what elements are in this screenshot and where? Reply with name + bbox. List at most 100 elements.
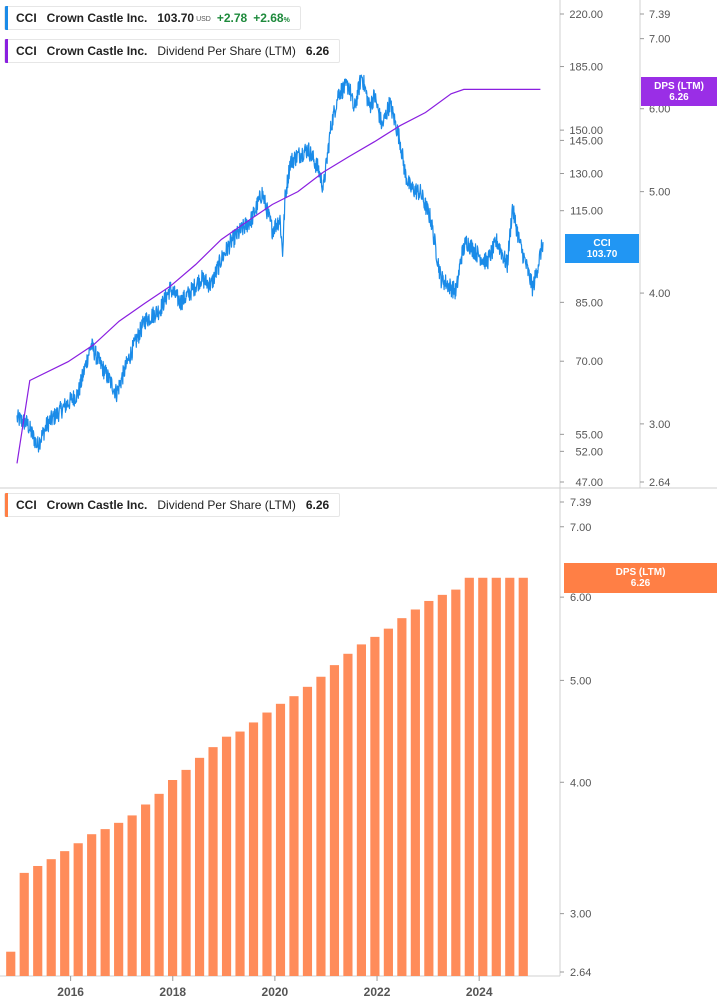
price-line: [16, 74, 544, 453]
dps-bar-25: [343, 653, 353, 976]
price-legend-company: Crown Castle Inc.: [46, 11, 148, 25]
dps-bar-0: [6, 951, 16, 976]
dps-bar-legend[interactable]: CCI Crown Castle Inc. Dividend Per Share…: [4, 493, 341, 517]
bar-axis-label-6: 2.64: [570, 967, 591, 979]
dps-bar-10: [141, 804, 151, 976]
dps-line-series: [16, 88, 541, 464]
dps-bar-19: [262, 712, 272, 976]
price-legend[interactable]: CCI Crown Castle Inc. 103.70 USD +2.78 +…: [4, 6, 301, 30]
time-axis-label-2: 2020: [262, 985, 289, 999]
price-axis-label-1: 185.00: [569, 62, 603, 74]
bar-axis-label-2: 6.00: [570, 592, 591, 604]
price-legend-change-pct: +2.68%: [253, 11, 290, 25]
dps-line-legend-swatch: [5, 39, 8, 63]
price-axis-label-9: 52.00: [575, 446, 603, 458]
dps-bottom-tag-value: 6.26: [630, 578, 651, 589]
dps-axis-label-4: 4.00: [649, 288, 670, 300]
dps-bar-30: [410, 609, 420, 976]
dps-bar-33: [451, 589, 461, 976]
dps-bar-31: [424, 600, 434, 976]
dps-bar-legend-ticker: CCI: [16, 498, 37, 512]
price-series: [16, 74, 544, 453]
dps-bar-11: [154, 793, 164, 976]
dps-axis-label-3: 5.00: [649, 187, 670, 199]
dps-axis-label-6: 2.64: [649, 477, 670, 489]
time-axis-label-1: 2018: [159, 985, 186, 999]
dps-bar-4: [60, 851, 70, 976]
dps-bar-18: [248, 722, 259, 976]
dps-bar-9: [127, 815, 137, 976]
dps-bar-5: [73, 843, 83, 976]
dps-bar-legend-company: Crown Castle Inc.: [46, 498, 148, 512]
dps-bar-23: [316, 676, 326, 976]
dps-line-legend[interactable]: CCI Crown Castle Inc. Dividend Per Share…: [4, 39, 341, 63]
bar-axis-label-0: 7.39: [570, 497, 591, 509]
price-axis-label-3: 145.00: [569, 135, 603, 147]
bar-axis-label-5: 3.00: [570, 909, 591, 921]
time-axis-label-3: 2022: [364, 985, 391, 999]
dps-bar-16: [221, 736, 232, 976]
bar-axis-label-1: 7.00: [570, 522, 591, 534]
dps-axis-label-1: 7.00: [649, 34, 670, 46]
dps-line-last-value-tag: DPS (LTM) 6.26: [641, 77, 717, 106]
dps-line: [16, 88, 541, 464]
bar-axis-label-4: 4.00: [570, 777, 591, 789]
price-legend-change: +2.78: [216, 11, 248, 25]
dps-bar-34: [464, 577, 474, 976]
price-axis-label-10: 47.00: [575, 477, 603, 489]
dps-bar-35: [478, 577, 488, 976]
dps-line-legend-value: 6.26: [305, 44, 330, 58]
price-axis-label-0: 220.00: [569, 9, 603, 21]
dps-bar-28: [383, 628, 393, 976]
bar-axis-label-3: 5.00: [570, 675, 591, 687]
dps-bottom-tag-label: DPS (LTM): [615, 567, 666, 578]
price-axis-label-8: 55.00: [575, 429, 603, 441]
dps-bar-legend-swatch: [5, 493, 8, 517]
time-axis-label-0: 2016: [57, 985, 84, 999]
dps-bar-26: [356, 644, 366, 976]
dps-bar-legend-metric: Dividend Per Share (LTM): [157, 498, 296, 512]
dps-bar-32: [437, 594, 447, 976]
price-legend-price: 103.70: [157, 11, 195, 25]
dps-bar-37: [505, 577, 515, 976]
time-axis-label-4: 2024: [466, 985, 493, 999]
dps-bar-8: [114, 822, 124, 976]
dps-line-legend-metric: Dividend Per Share (LTM): [157, 44, 296, 58]
dps-axis-label-2: 6.00: [649, 104, 670, 116]
dps-bar-38: [518, 577, 528, 976]
price-axis-label-5: 115.00: [570, 206, 603, 218]
price-axis-label-4: 130.00: [569, 169, 603, 181]
price-legend-ticker: CCI: [16, 11, 37, 25]
dps-bar-29: [397, 618, 407, 976]
dps-bar-36: [491, 577, 501, 976]
dps-bar-3: [46, 859, 56, 976]
dps-line-legend-company: Crown Castle Inc.: [46, 44, 148, 58]
price-tag-value: 103.70: [586, 248, 618, 260]
dps-bar-22: [302, 686, 313, 976]
dps-bar-2: [33, 865, 43, 976]
dps-bar-20: [275, 703, 286, 976]
dps-axis-label-5: 3.00: [649, 419, 670, 431]
dps-bar-27: [370, 636, 380, 976]
dps-bar-24: [329, 665, 340, 976]
price-legend-swatch: [5, 6, 8, 30]
price-axis-label-2: 150.00: [569, 125, 603, 137]
dps-top-tag-label: DPS (LTM): [654, 80, 704, 92]
dps-top-tag-value: 6.26: [669, 91, 689, 103]
price-legend-currency: USD: [196, 16, 211, 23]
dps-bar-last-value-tag: DPS (LTM) 6.26: [564, 563, 717, 593]
price-axis-label-7: 70.00: [575, 356, 603, 368]
dps-axis-label-0: 7.39: [649, 9, 670, 21]
dps-bar-13: [181, 769, 191, 976]
price-last-value-tag: CCI 103.70: [565, 234, 639, 263]
price-tag-label: CCI: [593, 237, 611, 249]
dps-bar-legend-value: 6.26: [305, 498, 330, 512]
dps-bar-14: [194, 757, 205, 976]
dps-bar-15: [208, 747, 218, 976]
dps-bar-21: [289, 696, 299, 976]
dps-bar-6: [87, 834, 97, 976]
dps-bar-17: [235, 731, 245, 976]
dps-bar-12: [168, 779, 178, 976]
dps-bar-series: [6, 577, 528, 976]
